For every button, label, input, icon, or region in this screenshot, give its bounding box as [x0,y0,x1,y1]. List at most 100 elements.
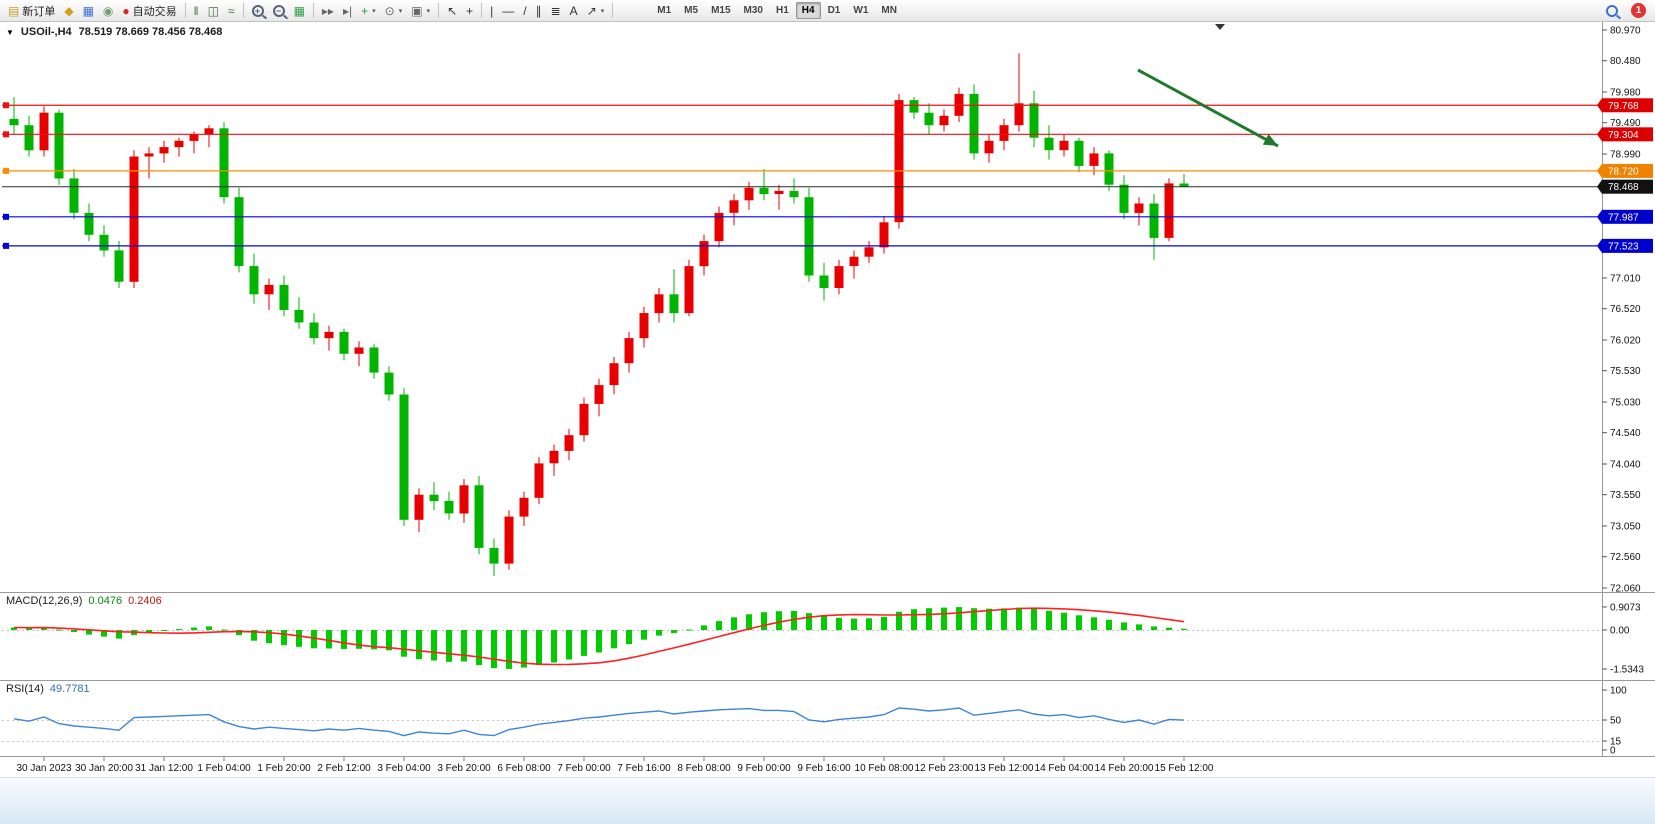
timeframe-h4-button[interactable]: H4 [795,2,821,19]
resistance-line-2-handle[interactable] [3,131,9,138]
candle [159,147,169,154]
macd-tick-label: 0.9073 [1610,602,1641,613]
time-tick-label: 13 Feb 12:00 [975,763,1034,774]
macd-name: MACD(12,26,9) [6,595,83,607]
indicators-button[interactable]: + ▾ [357,1,380,20]
tile-windows-button[interactable]: ▦ [290,1,309,20]
crosshair-button[interactable]: + [462,1,477,20]
macd-signal-line [13,607,1185,666]
rsi-tick-label: 50 [1610,716,1622,727]
zoom-out-button[interactable]: − [269,1,289,20]
line-chart-type-button[interactable]: ≈ [224,1,239,20]
candle [309,322,319,339]
price-badge-label: 79.304 [1608,130,1639,141]
vertical-line-tool-button[interactable]: | [486,1,497,20]
toolbar-separator [481,3,483,18]
chevron-down-icon: ▾ [372,7,376,15]
horizontal-line-tool-button[interactable]: — [498,1,518,20]
tile-windows-icon: ▦ [293,3,305,18]
hline-icon: — [502,3,515,18]
candle [534,463,544,498]
profiles-button[interactable]: ▦ [79,1,98,20]
auto-trading-button-label: 自动交易 [132,5,177,18]
candle [234,197,244,267]
timeframe-m5-button[interactable]: M5 [678,2,704,19]
price-badge-label: 78.720 [1608,166,1639,177]
trend-arrow[interactable] [1137,68,1279,148]
new-order-button-label: 新订单 [22,5,56,18]
zoom-in-button[interactable]: + [248,1,268,20]
auto-trading-button[interactable]: ● 自动交易 [118,1,180,20]
auto-scroll-icon: ▸▸ [321,3,334,18]
price-tick-label: 74.540 [1610,428,1641,439]
candle [969,93,979,154]
trendline-tool-button[interactable]: / [519,1,530,20]
candle [1044,137,1054,151]
timeframe-d1-button[interactable]: D1 [822,2,847,19]
price-tick-label: 76.520 [1610,304,1641,315]
notification-badge[interactable]: 1 [1631,3,1646,18]
bar-chart-type-button[interactable]: ‖ [190,1,203,20]
chart-symbol-period: USOil-,H4 [20,26,72,38]
candle [1014,103,1024,126]
new-order-button[interactable]: ▤ 新订单 [4,1,59,20]
fibonacci-tool-button[interactable]: ≣ [547,1,565,20]
candle [324,331,334,339]
resistance-line-1-handle[interactable] [3,102,9,109]
arrows-tool-button[interactable]: ↗ ▾ [583,1,609,20]
time-tick-label: 6 Feb 08:00 [497,763,551,774]
timeframe-m30-button[interactable]: M30 [738,2,769,19]
timeframe-m1-button[interactable]: M1 [651,2,677,19]
timeframe-w1-button[interactable]: W1 [847,2,874,19]
periods-button[interactable]: ⊙ ▾ [381,1,407,20]
chart-shift-button[interactable]: ▸| [339,1,356,20]
templates-button[interactable]: ▣ ▾ [407,1,434,20]
auto-scroll-button[interactable]: ▸▸ [318,1,338,20]
pivot-line-handle[interactable] [3,167,9,174]
cursor-button[interactable]: ↖ [443,1,461,20]
candle [1164,183,1174,238]
alerts-button[interactable]: ◉ [99,1,117,20]
macd-histogram [11,607,1187,669]
candle [249,266,259,295]
channel-icon: ∥ [535,3,542,18]
toolbar-left-group: ▤ 新订单 ◆ ▦ ◉ ● 自动交易 ‖ ◫ ≈ + − ▦ ▸▸ ▸| + ▾ ⊙ ▾ ▣ ▾ ↖ + | — / ∥ ≣ A ↗ ▾ [4,1,616,20]
timeframe-m15-button[interactable]: M15 [705,2,736,19]
candle [864,247,874,257]
rsi-tick-label: 100 [1610,686,1627,697]
candle [114,250,124,282]
time-tick-label: 8 Feb 08:00 [677,763,731,774]
rsi-line [13,707,1185,737]
text-tool-button[interactable]: A [566,1,582,20]
candle [129,156,139,282]
candle [999,125,1009,141]
rsi-tick-label: 0 [1610,746,1616,757]
candle [834,266,844,288]
zoom-out-icon: − [272,4,285,17]
candle [819,275,829,288]
candle [1104,153,1114,185]
channel-tool-button[interactable]: ∥ [532,1,546,20]
timeframe-mn-button[interactable]: MN [875,2,903,19]
price-axis [1602,29,1607,589]
timeframe-h1-button[interactable]: H1 [770,2,795,19]
support-line-2-badge [1597,238,1602,253]
candle [1059,140,1069,151]
search-button[interactable] [1602,1,1622,20]
macd-tick-label: 0.00 [1610,626,1630,637]
chevron-down-icon: ▾ [426,7,431,15]
support-line-2-handle[interactable] [3,242,9,249]
main-toolbar: ▤ 新订单 ◆ ▦ ◉ ● 自动交易 ‖ ◫ ≈ + − ▦ ▸▸ ▸| + ▾ ⊙ ▾ ▣ ▾ ↖ + | — / ∥ ≣ A ↗ ▾ M… [0,0,1655,22]
candle [264,284,274,295]
text-icon: A [569,3,578,18]
candle [849,256,859,267]
candle [624,338,634,364]
support-line-1-handle[interactable] [3,213,9,220]
chart-dropdown-icon[interactable]: ▼ [6,27,14,37]
charts-window-button[interactable]: ◆ [60,1,77,20]
scroll-marker-icon[interactable] [1215,24,1225,30]
autotrade-icon: ● [122,3,130,18]
toolbar-separator [438,3,440,18]
candlestick-type-button[interactable]: ◫ [204,1,223,20]
